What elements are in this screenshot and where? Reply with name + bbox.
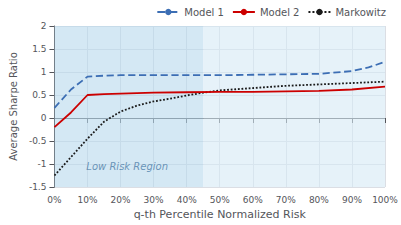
svg-text:Average Sharpe Ratio: Average Sharpe Ratio	[8, 52, 19, 161]
svg-text:0%: 0%	[47, 195, 62, 205]
svg-text:0: 0	[41, 113, 47, 123]
svg-text:10%: 10%	[78, 195, 98, 205]
svg-text:50%: 50%	[210, 195, 230, 205]
svg-text:1: 1	[41, 67, 47, 77]
svg-text:100%: 100%	[372, 195, 398, 205]
svg-text:80%: 80%	[309, 195, 329, 205]
svg-text:0.5: 0.5	[32, 90, 46, 100]
svg-text:-1.5: -1.5	[29, 182, 47, 192]
svg-text:70%: 70%	[276, 195, 296, 205]
svg-text:1.5: 1.5	[32, 44, 46, 54]
svg-text:Model 2: Model 2	[260, 7, 300, 18]
svg-text:Model 1: Model 1	[184, 7, 224, 18]
svg-text:q-th Percentile Normalized Ris: q-th Percentile Normalized Risk	[134, 208, 307, 221]
svg-text:-0.5: -0.5	[29, 136, 47, 146]
svg-text:2: 2	[41, 21, 47, 31]
svg-text:-1: -1	[37, 159, 46, 169]
svg-text:40%: 40%	[177, 195, 197, 205]
svg-text:Low Risk Region: Low Risk Region	[86, 161, 168, 172]
svg-text:60%: 60%	[243, 195, 263, 205]
svg-text:30%: 30%	[144, 195, 164, 205]
svg-text:20%: 20%	[111, 195, 131, 205]
svg-text:Markowitz: Markowitz	[335, 7, 386, 18]
svg-text:90%: 90%	[342, 195, 362, 205]
